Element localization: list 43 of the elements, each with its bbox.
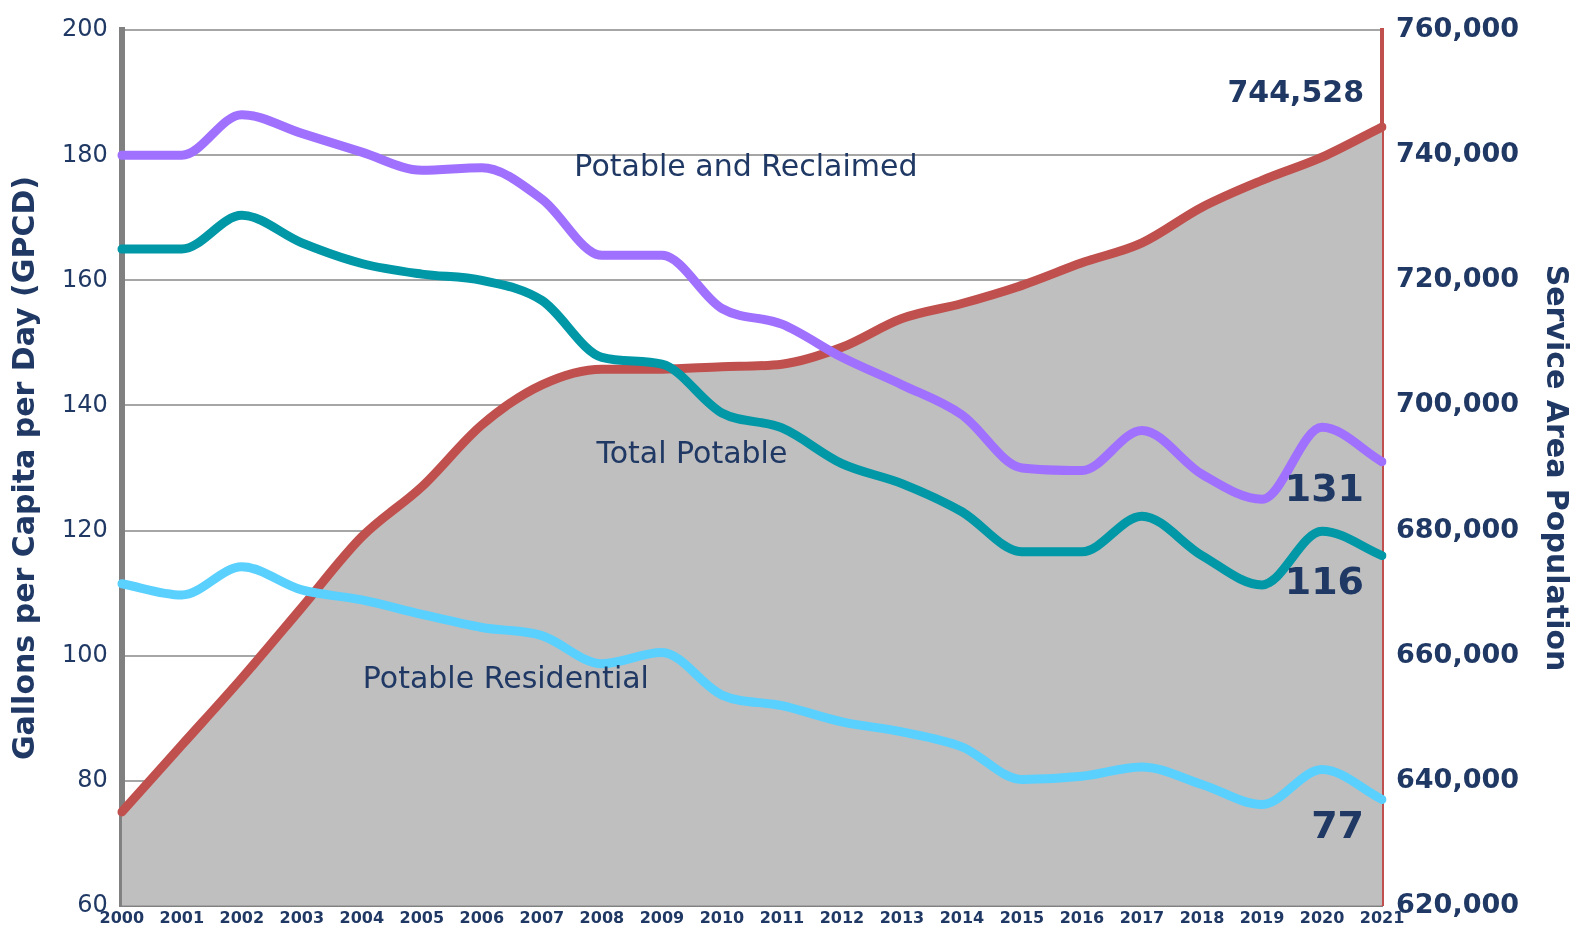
x-tick-label: 2013: [879, 907, 925, 927]
x-tick-label: 2002: [219, 907, 265, 927]
x-tick-label: 2006: [459, 907, 505, 927]
x-tick-label: 2004: [339, 907, 385, 927]
data-label: 131: [1284, 465, 1365, 510]
y2-tick-label: 760,000: [1396, 12, 1520, 44]
x-tick-label: 2003: [279, 907, 325, 927]
series-label: Potable Residential: [362, 660, 649, 696]
y-tick-label: 140: [62, 389, 108, 418]
x-tick-label: 2001: [159, 907, 205, 927]
x-tick-label: 2009: [639, 907, 685, 927]
x-tick-label: 2011: [759, 907, 805, 927]
x-tick-label: 2008: [579, 907, 625, 927]
y2-tick-label: 680,000: [1396, 512, 1520, 544]
x-tick-label: 2018: [1179, 907, 1225, 927]
x-tick-label: 2007: [519, 907, 565, 927]
x-tick-label: 2019: [1239, 907, 1285, 927]
series-label: Total Potable: [595, 435, 788, 471]
x-tick-label: 2014: [939, 907, 985, 927]
x-tick-label: 2017: [1119, 907, 1165, 927]
y-tick-label: 160: [62, 264, 108, 293]
y2-tick-label: 700,000: [1396, 387, 1520, 419]
y-tick-label: 200: [62, 14, 108, 43]
y2-tick-label: 640,000: [1396, 762, 1520, 794]
data-label: 116: [1284, 559, 1365, 604]
data-label: 77: [1311, 803, 1365, 848]
y-tick-label: 120: [62, 514, 108, 543]
y2-tick-label: 720,000: [1396, 262, 1520, 294]
series-label: Potable and Reclaimed: [574, 147, 918, 183]
x-tick-label: 2020: [1299, 907, 1345, 927]
y2-tick-label: 660,000: [1396, 637, 1520, 669]
x-tick-label: 2005: [399, 907, 445, 927]
y-tick-label: 80: [77, 764, 108, 793]
y-tick-label: 100: [62, 639, 108, 668]
y-tick-label: 180: [62, 139, 108, 168]
x-tick-label: 2010: [699, 907, 745, 927]
x-tick-label: 2015: [999, 907, 1045, 927]
y2-tick-label: 740,000: [1396, 137, 1520, 169]
x-tick-label: 2016: [1059, 907, 1105, 927]
y-axis-title: Gallons per Capita per Day (GPCD): [5, 175, 41, 761]
x-tick-label: 2012: [819, 907, 865, 927]
y2-axis-title: Service Area Population: [1540, 264, 1576, 672]
data-label: 744,528: [1227, 73, 1365, 109]
